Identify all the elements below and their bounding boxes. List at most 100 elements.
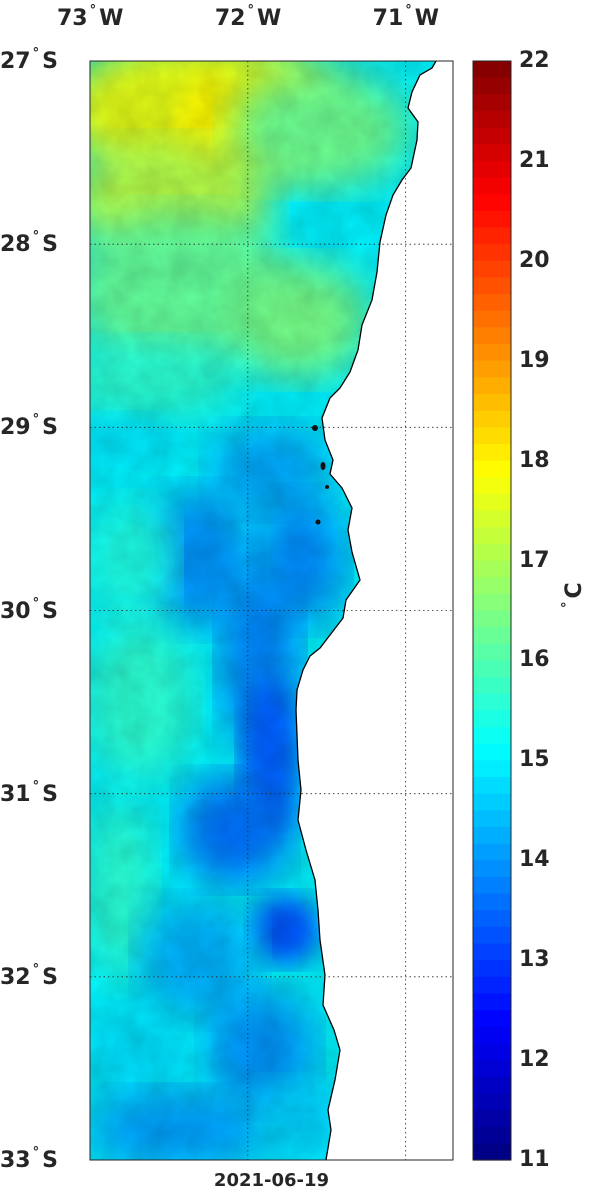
colorbar-step (473, 194, 511, 212)
island-1 (320, 462, 326, 470)
colorbar-step (473, 693, 511, 712)
map-date-label: 2021-06-19 (213, 1170, 330, 1191)
colorbar-step (473, 660, 511, 678)
colorbar-step (473, 810, 511, 828)
island-3 (325, 485, 329, 489)
colorbar-step (473, 427, 511, 445)
lat-tick-label: 32 ° S (0, 961, 58, 990)
island-0 (312, 425, 318, 431)
unit-degree: ° (560, 601, 575, 609)
colorbar-step (473, 860, 511, 878)
colorbar-step (473, 727, 511, 745)
colorbar-step (473, 710, 511, 728)
colorbar-step (473, 593, 511, 612)
colorbar-step (473, 177, 511, 195)
colorbar-step (473, 344, 511, 362)
colorbar-step (473, 394, 511, 412)
colorbar-step (473, 260, 511, 279)
colorbar-step (473, 477, 511, 495)
colorbar-step (473, 510, 511, 528)
colorbar-step (473, 910, 511, 928)
colorbar-step (473, 943, 511, 961)
colorbar-step (473, 460, 511, 478)
colorbar-step (473, 926, 511, 945)
colorbar-tick-label: 15 (519, 747, 550, 773)
colorbar-step (473, 1026, 511, 1045)
colorbar-step (473, 144, 511, 162)
colorbar-step (473, 1093, 511, 1111)
colorbar-step (473, 1060, 511, 1078)
colorbar-step (473, 777, 511, 795)
colorbar-tick-label: 14 (519, 847, 550, 873)
lat-tick-label: 30 ° S (0, 595, 58, 624)
map-frame (89, 60, 454, 1161)
colorbar-step (473, 277, 511, 295)
colorbar-step (473, 1076, 511, 1094)
colorbar-step (473, 743, 511, 761)
colorbar-tick-label: 12 (519, 1047, 550, 1073)
coastline (295, 61, 437, 1160)
colorbar-step (473, 1043, 511, 1061)
colorbar-step (473, 127, 511, 145)
lon-tick-label: 72 ° W (214, 3, 282, 31)
colorbar-step (473, 1010, 511, 1028)
colorbar-step (473, 227, 511, 245)
colorbar-step (473, 760, 511, 778)
colorbar-tick-label: 20 (519, 247, 550, 273)
colorbar-step (473, 826, 511, 845)
colorbar-tick-label: 11 (519, 1147, 550, 1172)
lat-tick-label: 33 ° S (0, 1145, 58, 1173)
colorbar-step (473, 443, 511, 462)
colorbar-tick-label: 19 (519, 347, 550, 373)
colorbar-unit-label: °C (560, 582, 587, 610)
colorbar-step (473, 310, 511, 329)
colorbar-tick-label: 22 (519, 48, 550, 73)
lat-tick-label: 29 ° S (0, 412, 58, 441)
colorbar-step (473, 876, 511, 895)
colorbar-step (473, 543, 511, 562)
colorbar-step (473, 560, 511, 578)
colorbar-step (473, 61, 511, 79)
colorbar-tick-label: 17 (519, 547, 550, 573)
lon-tick-label: 73 ° W (57, 3, 124, 31)
colorbar-step (473, 160, 511, 179)
colorbar-step (473, 577, 511, 595)
colorbar-tick-label: 21 (519, 147, 550, 173)
colorbar-step (473, 1143, 511, 1161)
colorbar-step (473, 77, 511, 95)
colorbar-tick-label: 16 (519, 647, 550, 673)
colorbar-step (473, 1126, 511, 1144)
colorbar-frame (472, 60, 512, 1161)
colorbar-step (473, 110, 511, 129)
colorbar-step (473, 327, 511, 345)
lat-tick-label: 28 ° S (0, 229, 58, 258)
colorbar-step (473, 244, 511, 262)
lat-tick-label: 27 ° S (0, 46, 58, 74)
colorbar-step (473, 843, 511, 861)
colorbar-tick-label: 18 (519, 447, 550, 473)
colorbar-step (473, 677, 511, 695)
colorbar-step (473, 294, 511, 312)
colorbar-step (473, 527, 511, 545)
colorbar-step (473, 960, 511, 978)
colorbar-tick-label: 13 (519, 947, 550, 973)
colorbar-step (473, 627, 511, 645)
colorbar-step (473, 493, 511, 512)
colorbar-step (473, 410, 511, 428)
colorbar-step (473, 893, 511, 911)
colorbar-step (473, 793, 511, 811)
lon-tick-label: 71 ° W (372, 3, 440, 31)
colorbar-step (473, 94, 511, 112)
colorbar-step (473, 643, 511, 662)
island-2 (315, 519, 321, 525)
colorbar-step (473, 377, 511, 395)
map-grid (90, 61, 453, 1160)
colorbar (472, 60, 512, 1161)
colorbar-step (473, 360, 511, 378)
colorbar-step (473, 976, 511, 995)
lat-tick-label: 31 ° S (0, 778, 58, 807)
colorbar-step (473, 1110, 511, 1128)
colorbar-step (473, 993, 511, 1011)
